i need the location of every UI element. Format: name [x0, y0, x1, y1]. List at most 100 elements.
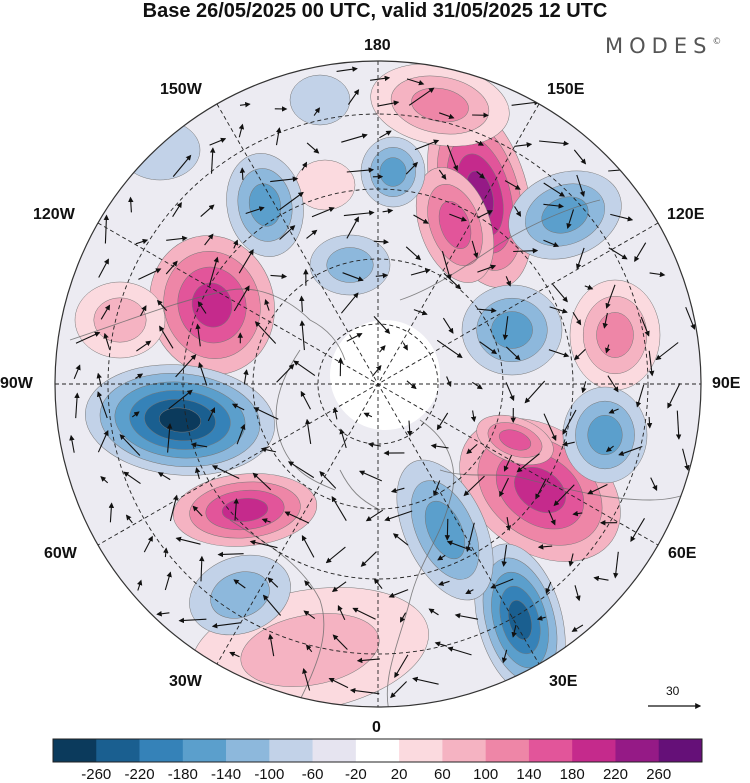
wind-arrow-32: [438, 169, 447, 180]
colorbar-swatch-11: [528, 739, 573, 762]
colorbar-swatch-3: [182, 739, 227, 762]
wind-arrow-89: [156, 299, 168, 311]
wind-arrow-43: [311, 207, 335, 218]
wind-arrow-137: [505, 382, 515, 402]
wind-arrow-127: [175, 354, 197, 378]
wind-arrow-229: [613, 551, 619, 579]
wind-arrow-184: [194, 467, 201, 480]
wind-arrow-224: [437, 554, 446, 561]
wind-arrow-57: [233, 239, 239, 249]
wind-arrow-138: [524, 380, 546, 404]
wind-arrow-36: [576, 174, 585, 198]
colorbar-swatch-7: [355, 739, 400, 762]
wind-arrow-114: [379, 345, 386, 353]
wind-arrow-170: [339, 428, 347, 449]
wind-arrow-220: [301, 535, 315, 558]
wind-arrow-19: [446, 144, 459, 172]
anomaly-contour-14-2: [248, 183, 282, 227]
wind-arrow-2: [406, 78, 425, 86]
wind-arrow-54: [135, 238, 149, 245]
wind-arrow-111: [254, 321, 277, 344]
wind-arrow-82: [505, 276, 512, 287]
wind-arrow-233: [233, 579, 246, 589]
wind-arrow-65: [513, 248, 539, 254]
colorbar-swatch-5: [269, 739, 313, 762]
wind-arrow-231: [164, 571, 172, 591]
colorbar-outline: [52, 738, 703, 763]
wind-arrow-35: [543, 182, 566, 197]
wind-arrow-22: [539, 140, 570, 147]
wind-arrow-199: [125, 514, 133, 524]
wind-arrow-248: [262, 594, 282, 616]
wind-arrow-95: [373, 316, 391, 335]
wind-arrow-129: [243, 369, 249, 385]
brand-name: MODES: [605, 34, 713, 58]
wind-arrow-109: [195, 323, 201, 347]
wind-arrow-103: [640, 316, 650, 337]
wind-arrow-183: [157, 472, 171, 481]
wind-arrow-8: [408, 87, 435, 106]
wind-arrow-181: [100, 476, 109, 484]
wind-arrow-201: [192, 505, 203, 517]
colorbar-tick-label-12: 220: [602, 766, 628, 783]
wind-arrow-67: [575, 247, 585, 270]
colorbar-swatch-9: [442, 739, 486, 762]
wind-arrow-266: [501, 649, 508, 664]
wind-arrow-242: [545, 581, 552, 595]
wind-arrow-268: [328, 677, 349, 689]
wind-arrow-270: [390, 681, 407, 699]
meridian-label-150e: 150E: [547, 81, 585, 98]
wind-arrow-160: [646, 416, 653, 429]
wind-arrow-126: [135, 373, 144, 379]
wind-arrow-52: [610, 213, 634, 222]
meridian-label-0: 0: [372, 719, 381, 736]
wind-arrow-39: [172, 201, 182, 217]
wind-arrow-193: [499, 477, 509, 497]
wind-arrow-140: [607, 375, 619, 393]
wind-arrow-48: [477, 210, 493, 219]
wind-arrow-212: [572, 510, 583, 517]
wind-arrow-169: [305, 418, 312, 444]
wind-arrow-149: [253, 407, 279, 420]
brand-registered-mark: ©: [712, 37, 722, 47]
wind-arrow-196: [587, 484, 608, 495]
colorbar-tick-label-0: -260: [81, 766, 112, 783]
wind-arrow-151: [332, 407, 339, 420]
anomaly-contour-4-3: [221, 498, 269, 522]
wind-arrow-136: [471, 381, 483, 390]
wind-arrow-55: [166, 235, 188, 242]
wind-arrow-88: [140, 305, 147, 317]
wind-arrow-237: [373, 578, 383, 590]
wind-arrow-29: [346, 167, 375, 173]
colorbar-swatch-6: [312, 739, 357, 762]
wind-arrow-264: [434, 641, 448, 647]
anomaly-contour-15-2: [379, 157, 407, 187]
wind-arrow-246: [178, 617, 207, 624]
wind-arrow-259: [268, 633, 275, 657]
wind-arrow-163: [97, 429, 109, 453]
wind-arrow-269: [349, 687, 380, 695]
map-title: Base 26/05/2025 00 UTC, valid 31/05/2025…: [142, 0, 608, 22]
wind-arrow-70: [98, 258, 109, 278]
wind-arrow-79: [410, 268, 431, 276]
wind-arrow-162: [69, 434, 75, 453]
colorbar-tick-label-6: -20: [345, 766, 367, 783]
wind-arrow-209: [465, 522, 475, 553]
wind-arrow-85: [605, 284, 616, 309]
wind-arrow-178: [605, 445, 614, 452]
wind-arrow-94: [340, 292, 359, 314]
wind-arrow-141: [635, 384, 645, 408]
meridian-label-180: 180: [364, 37, 391, 54]
wind-arrow-150: [300, 390, 311, 410]
wind-arrow-108: [159, 325, 174, 349]
wind-arrow-14: [275, 127, 282, 146]
colorbar-tick-label-8: 60: [434, 766, 451, 783]
wind-arrow-179: [618, 445, 643, 456]
wind-arrow-159: [608, 408, 619, 414]
wind-arrow-161: [675, 410, 682, 440]
wind-arrow-125: [96, 372, 102, 388]
wind-arrow-167: [236, 423, 246, 445]
wind-arrow-113: [346, 333, 363, 342]
wind-arrow-42: [279, 191, 304, 211]
wind-arrow-78: [375, 272, 389, 279]
